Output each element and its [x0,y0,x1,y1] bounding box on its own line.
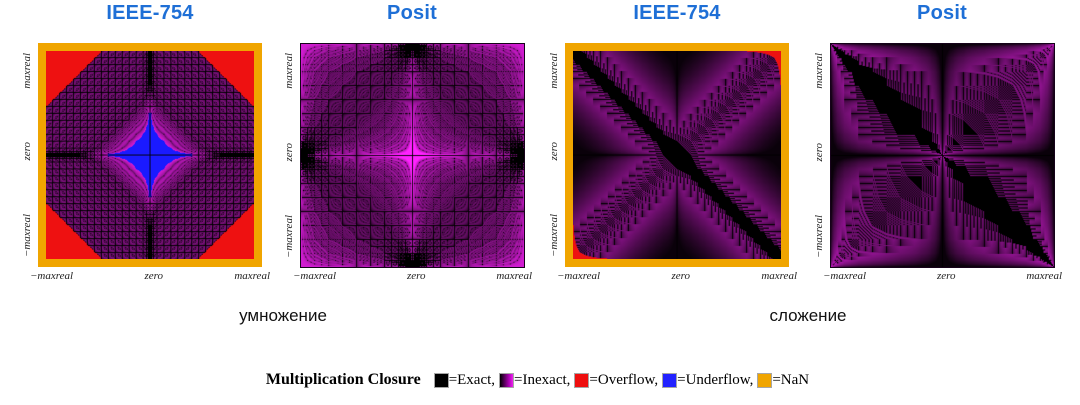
x-tick-neg-maxreal: −maxreal [30,270,74,282]
x-axis-posit-multiplication: −maxreal zero maxreal [293,270,532,282]
group-label-addition: сложение [769,306,847,325]
x-axis-posit-addition: −maxreal zero maxreal [823,270,1062,282]
x-tick-maxreal: maxreal [496,270,532,282]
y-tick-neg-maxreal: −maxreal [813,214,825,258]
heatmap-ieee-addition [565,43,789,267]
legend-item-label: =Underflow, [677,371,754,388]
legend-item-underflow: =Underflow, [663,372,753,389]
y-tick-neg-maxreal: −maxreal [21,213,33,257]
overflow-swatch-icon [575,373,589,387]
y-tick-maxreal: maxreal [283,53,295,89]
x-axis-ieee-multiplication: −maxreal zero maxreal [30,270,270,282]
nan-swatch-icon [758,373,772,387]
heatmap-canvas-ieee-addition [573,51,781,259]
heatmap-canvas-ieee-multiplication [46,51,254,259]
y-tick-zero: zero [548,142,560,161]
y-tick-maxreal: maxreal [813,53,825,89]
inexact-swatch-icon [500,373,514,387]
x-tick-neg-maxreal: −maxreal [557,270,601,282]
legend-title: Multiplication Closure [265,371,421,388]
heatmap-posit-multiplication [300,43,525,268]
x-tick-neg-maxreal: −maxreal [293,270,337,282]
x-tick-maxreal: maxreal [1026,270,1062,282]
exact-swatch-icon [434,373,448,387]
heatmap-canvas-posit-addition [831,44,1054,267]
x-tick-zero: zero [406,270,426,282]
y-tick-zero: zero [283,142,295,162]
y-axis-posit-addition: maxreal zero −maxreal [812,43,826,268]
legend: Multiplication Closure =Exact, =Inexact,… [0,371,1080,389]
legend-item-exact: =Exact, [434,371,496,389]
underflow-swatch-icon [663,373,677,387]
x-tick-zero: zero [671,270,690,282]
legend-item-nan: =NaN [758,372,809,389]
y-axis-posit-multiplication: maxreal zero −maxreal [282,43,296,268]
heatmap-ieee-multiplication [38,43,262,267]
legend-item-label: =Exact, [448,371,496,388]
legend-item-label: =NaN [772,371,810,388]
x-tick-zero: zero [936,270,956,282]
y-tick-maxreal: maxreal [21,53,33,89]
heatmap-canvas-posit-multiplication [301,44,524,267]
x-tick-neg-maxreal: −maxreal [823,270,867,282]
legend-item-label: =Inexact, [514,371,571,388]
legend-item-label: =Overflow, [589,371,659,388]
y-tick-neg-maxreal: −maxreal [283,214,295,258]
panel-title-ieee-multiplication: IEEE-754 [106,2,194,24]
group-label-multiplication: умножение [239,306,327,325]
y-axis-ieee-addition: maxreal zero −maxreal [547,43,561,267]
heatmap-posit-addition [830,43,1055,268]
panel-title-posit-multiplication: Posit [387,2,437,24]
y-tick-neg-maxreal: −maxreal [548,213,560,257]
x-tick-maxreal: maxreal [761,270,797,282]
x-tick-zero: zero [144,270,163,282]
x-tick-maxreal: maxreal [234,270,270,282]
y-tick-zero: zero [813,142,825,162]
panel-title-posit-addition: Posit [917,2,967,24]
x-axis-ieee-addition: −maxreal zero maxreal [557,270,797,282]
panel-title-ieee-addition: IEEE-754 [633,2,721,24]
y-tick-maxreal: maxreal [548,53,560,89]
y-axis-ieee-multiplication: maxreal zero −maxreal [20,43,34,267]
legend-item-overflow: =Overflow, [575,372,658,389]
legend-item-inexact: =Inexact, [500,372,570,389]
y-tick-zero: zero [21,142,33,161]
